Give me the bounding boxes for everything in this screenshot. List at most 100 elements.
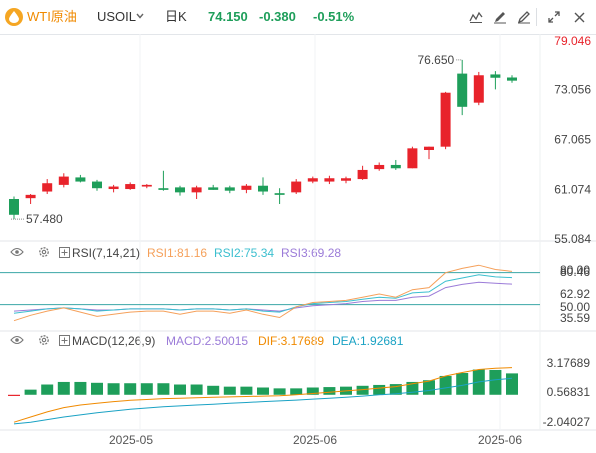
candle-body — [42, 183, 53, 192]
price-tick-label: 61.074 — [554, 182, 591, 196]
close-button[interactable] — [568, 6, 590, 28]
candle-body — [92, 181, 102, 189]
candle-body — [374, 164, 385, 170]
rsi-panel — [0, 264, 540, 322]
macd-histogram-bar — [207, 385, 220, 395]
dif-value: DIF:3.17689 — [258, 334, 325, 348]
rsi-title: RSI(7,14,21) — [72, 246, 141, 260]
candle-body — [75, 177, 86, 182]
pen-icon — [517, 11, 530, 24]
macd-histogram-bar — [140, 383, 153, 395]
chart-header: WTI原油 USOIL 日K 74.150 -0.380 -0.51% — [0, 0, 596, 35]
macd-histogram-bar — [124, 383, 137, 395]
macd-panel — [8, 367, 518, 425]
candle-body — [125, 184, 136, 190]
eye-icon[interactable] — [10, 335, 24, 345]
draw-icon — [494, 12, 506, 24]
time-axis-label: 2025-06 — [293, 433, 337, 447]
settings-icon[interactable] — [38, 246, 50, 258]
price-tick-label: 55.084 — [554, 232, 591, 246]
rsi2-value: RSI2:75.34 — [214, 246, 275, 260]
price-tick-label: 67.065 — [554, 133, 591, 147]
candle-body — [357, 169, 368, 180]
oil-logo-icon — [5, 8, 23, 26]
dea-line — [13, 377, 513, 425]
candle-body — [407, 148, 418, 169]
dea-value: DEA:1.92681 — [332, 334, 404, 348]
candle-body — [158, 188, 169, 190]
symbol-code[interactable]: USOIL — [97, 9, 137, 24]
candle-body — [175, 187, 185, 193]
dif-line — [13, 367, 513, 423]
eye-icon[interactable] — [10, 247, 24, 257]
chart-grid — [0, 34, 596, 431]
candle-body — [440, 92, 451, 147]
macd-histogram-bar — [24, 389, 37, 395]
macd-histogram-bar — [489, 369, 502, 395]
candle-body — [424, 146, 434, 151]
rsi2-line — [13, 274, 513, 314]
macd-histogram-bar — [323, 387, 336, 395]
settings-icon[interactable] — [38, 334, 50, 346]
chart-axes: 76.650 57.480 79.046 73.056 67.065 61.074 55.0… — [11, 34, 591, 447]
macd-histogram-bar — [423, 380, 435, 395]
macd-tick-label: -2.04027 — [543, 415, 591, 429]
candle-body — [507, 77, 517, 81]
fullscreen-icon — [548, 11, 560, 23]
candle-body — [258, 185, 268, 192]
chevron-down-icon[interactable] — [136, 13, 144, 19]
candle-body — [490, 74, 501, 78]
candle-body — [457, 73, 468, 107]
chart-canvas[interactable]: 76.650 57.480 79.046 73.056 67.065 61.074 55.0… — [0, 34, 596, 453]
pen-button[interactable] — [513, 6, 535, 28]
macd-tick-label: 0.56831 — [547, 385, 591, 399]
candle-body — [324, 178, 335, 182]
macd-histogram-bar — [373, 384, 386, 395]
price-change-percent: -0.51% — [313, 9, 355, 24]
rsi3-line — [13, 281, 513, 312]
indicator-icon — [469, 11, 483, 23]
rsi-tick-label: 35.59 — [560, 311, 590, 325]
macd-histogram-bar — [257, 387, 269, 395]
candle-body — [108, 186, 119, 190]
candle-body — [208, 187, 219, 190]
macd-histogram-bar — [41, 384, 54, 395]
low-price-label: 57.480 — [26, 212, 63, 226]
expand-box-icon[interactable] — [59, 247, 70, 258]
time-axis-label: 2025-05 — [109, 433, 153, 447]
macd-histogram-bar — [506, 373, 518, 395]
macd-histogram-bar — [174, 384, 186, 395]
symbol-name[interactable]: WTI原油 — [27, 9, 77, 24]
price-change: -0.380 — [259, 9, 296, 24]
macd-histogram-bar — [439, 375, 452, 395]
macd-histogram-bar — [107, 383, 120, 395]
candle-body — [141, 184, 152, 187]
rsi-tick-label: 80.46 — [560, 265, 590, 279]
macd-histogram-bar — [306, 387, 319, 395]
high-price-label: 76.650 — [417, 53, 454, 67]
price-tick-label: 73.056 — [554, 83, 591, 97]
macd-histogram-bar — [74, 381, 87, 395]
indicator-button[interactable] — [465, 6, 487, 28]
toolbar-divider — [536, 8, 537, 26]
macd-histogram-bar — [356, 385, 369, 395]
macd-histogram-bar — [456, 372, 469, 395]
candle-body — [307, 178, 318, 182]
candle-body — [390, 164, 401, 169]
draw-button[interactable] — [489, 6, 511, 28]
macd-title: MACD(12,26,9) — [72, 334, 156, 348]
rsi-tick-label: 80.00 — [560, 263, 590, 277]
fullscreen-button[interactable] — [543, 6, 565, 28]
rsi1-value: RSI1:81.16 — [147, 246, 208, 260]
time-axis-label: 2025-06 — [478, 433, 522, 447]
rsi1-line — [13, 264, 513, 322]
macd-histogram-bar — [157, 383, 170, 395]
macd-histogram-bar — [8, 394, 20, 396]
macd-histogram-bar — [389, 384, 402, 395]
expand-box-icon[interactable] — [59, 335, 70, 346]
timeframe-selector[interactable]: 日K — [165, 9, 187, 24]
rsi-tick-label: 62.92 — [560, 287, 590, 301]
candle-body — [241, 185, 252, 190]
macd-histogram-bar — [190, 384, 203, 395]
close-icon — [574, 12, 584, 22]
